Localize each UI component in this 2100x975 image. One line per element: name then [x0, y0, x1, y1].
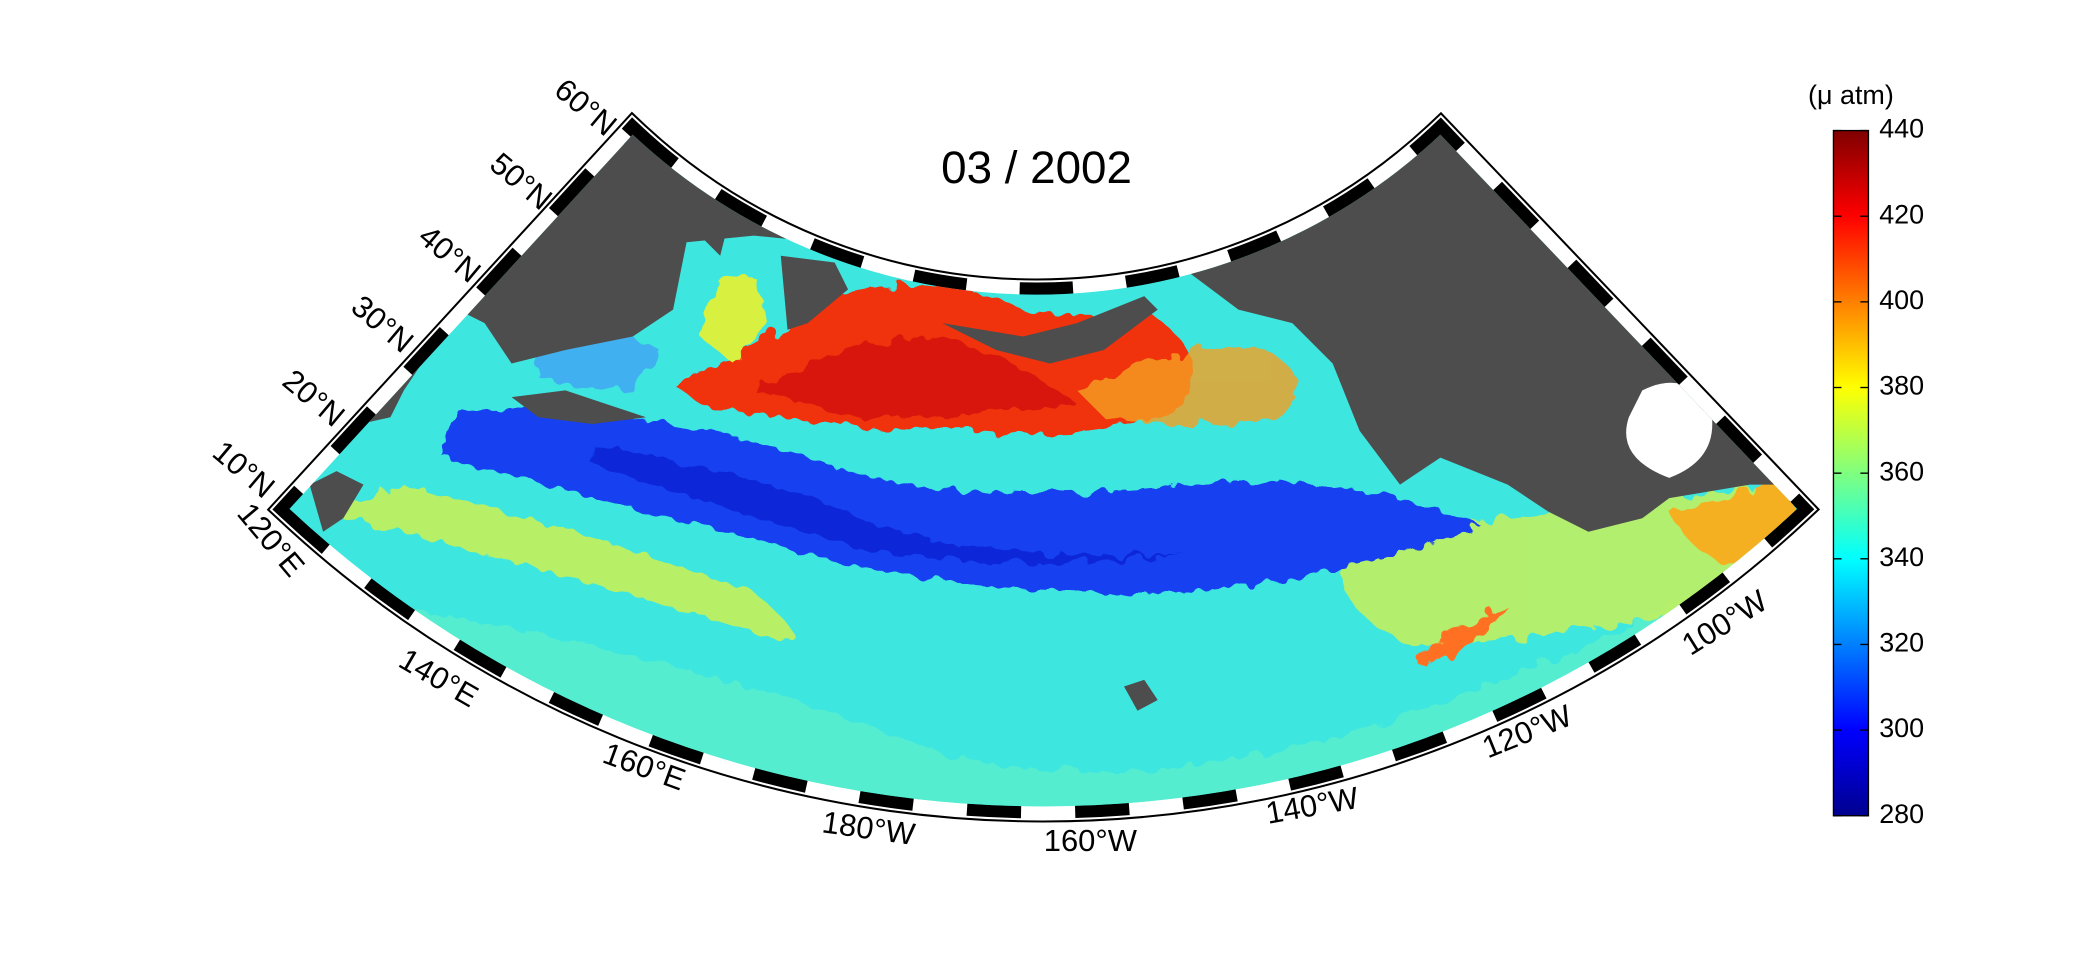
colorbar-tick-label: 340 — [1879, 542, 1924, 572]
latitude-label: 30°N — [345, 288, 420, 359]
colorbar-label: (μ atm) — [1808, 80, 1894, 110]
colorbar-tick-label: 320 — [1879, 628, 1924, 658]
colorbar-tick-label: 300 — [1879, 713, 1924, 743]
colorbar-tick-label: 420 — [1879, 199, 1924, 229]
colorbar-tick-label: 400 — [1879, 285, 1924, 315]
latitude-label: 40°N — [412, 218, 487, 289]
map-field — [289, 134, 1798, 807]
colorbar-tick-label: 280 — [1879, 799, 1924, 829]
colorbar-tick-label: 360 — [1879, 456, 1924, 486]
colorbar-tick-label: 440 — [1879, 114, 1924, 144]
latitude-label: 60°N — [548, 72, 623, 143]
colorbar-tick-label: 380 — [1879, 371, 1924, 401]
latitude-label: 10°N — [206, 434, 281, 505]
longitude-label: 160°W — [1044, 823, 1138, 858]
latitude-label: 20°N — [276, 362, 351, 433]
map-title: 03 / 2002 — [941, 142, 1132, 193]
